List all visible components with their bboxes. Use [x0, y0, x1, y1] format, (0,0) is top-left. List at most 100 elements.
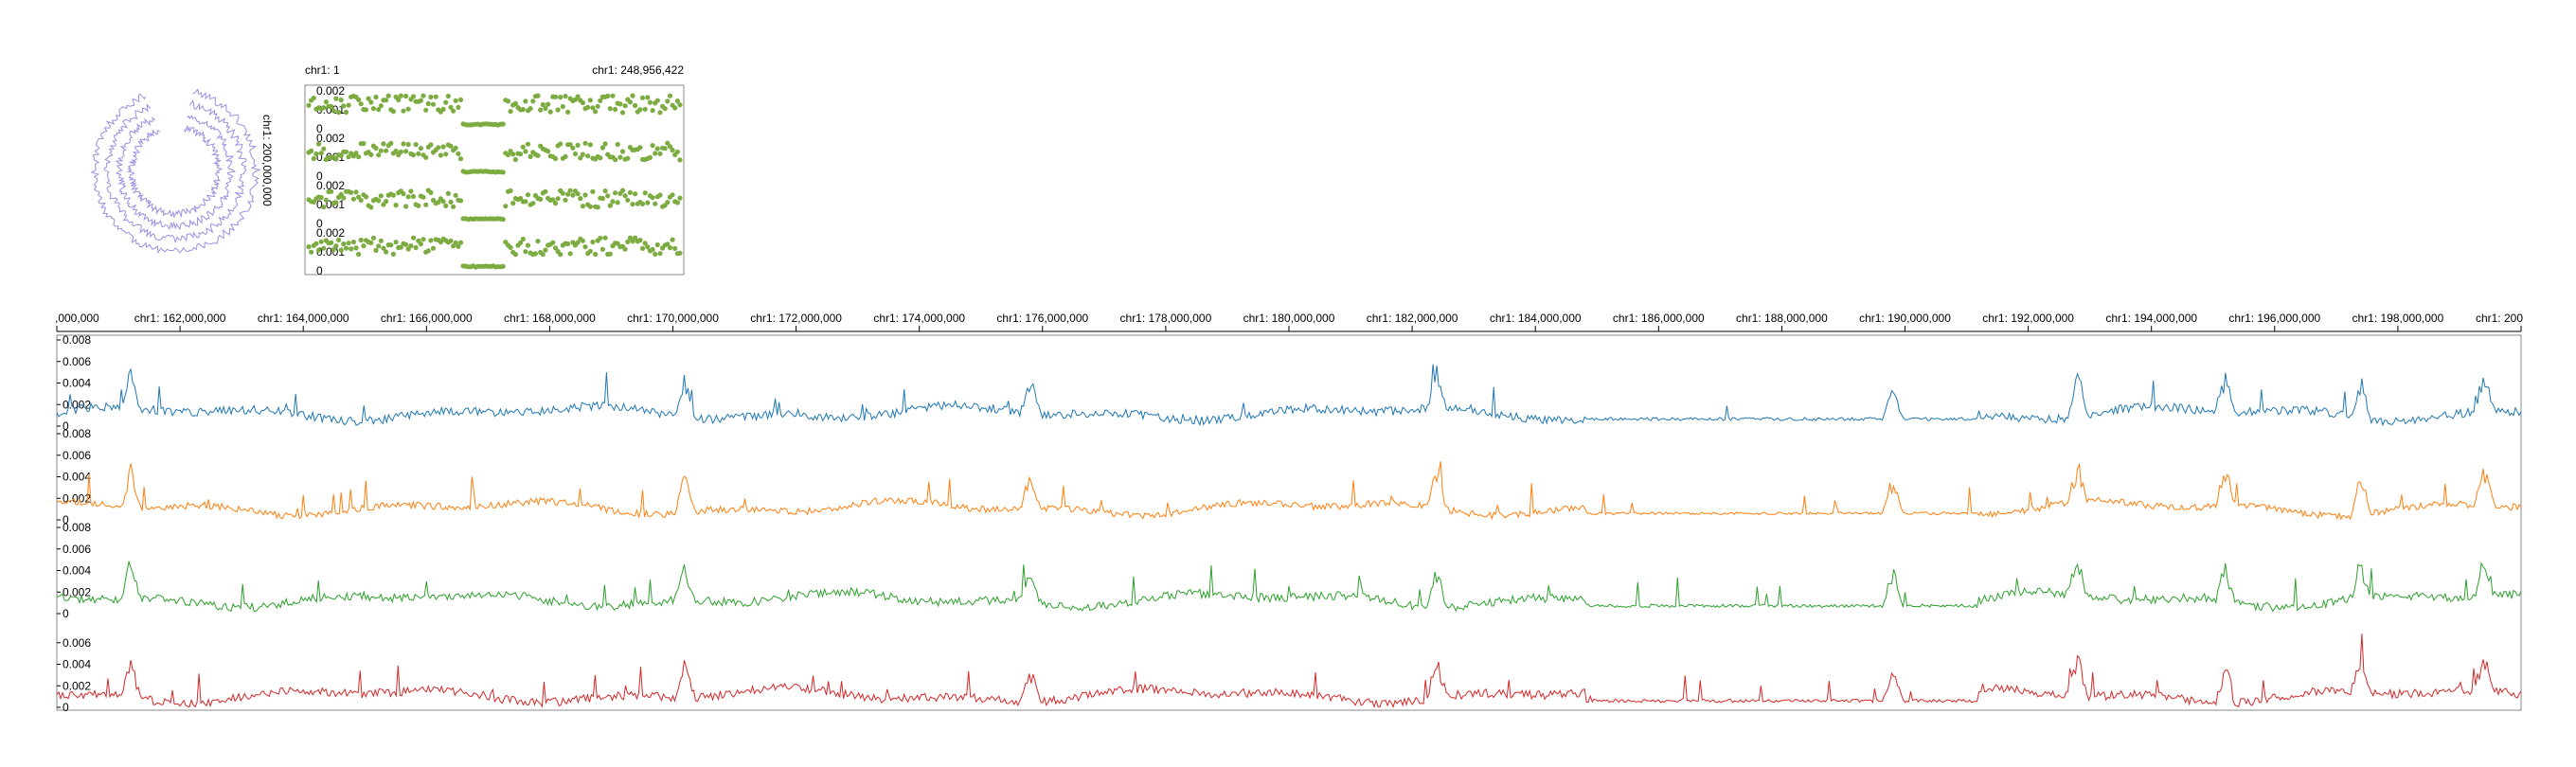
- overview-point: [565, 191, 571, 197]
- overview-point: [448, 238, 454, 243]
- overview-point: [567, 251, 573, 257]
- overview-point: [321, 146, 327, 152]
- overview-point: [575, 94, 581, 99]
- overview-point: [525, 192, 531, 198]
- overview-point: [523, 199, 528, 205]
- overview-point: [393, 240, 399, 245]
- overview-point: [613, 106, 618, 113]
- circular-position-label: chr1: 200,000,000: [260, 115, 274, 206]
- region-detail[interactable]: ,000,000 chr1: 162,000,000 chr1: 164,000,0…: [55, 312, 2523, 714]
- detail-xtick-label: chr1: 188,000,000: [1736, 312, 1828, 325]
- overview-point: [418, 241, 423, 247]
- overview-point: [520, 107, 526, 113]
- overview-point: [585, 153, 591, 159]
- circular-ring: [90, 88, 261, 255]
- detail-ytick-label: 0.002: [63, 585, 91, 598]
- overview-point: [552, 155, 559, 162]
- overview-point: [657, 251, 663, 257]
- detail-ytick-label: 0.004: [63, 564, 91, 578]
- overview-point: [378, 193, 384, 199]
- overview-point: [615, 141, 620, 148]
- overview-point: [423, 202, 429, 207]
- overview-point: [333, 243, 339, 249]
- overview-point: [647, 154, 653, 160]
- detail-xtick-label: chr1: 194,000,000: [2105, 312, 2197, 325]
- overview-point: [630, 239, 635, 244]
- overview-point: [665, 98, 671, 104]
- overview-point: [413, 244, 419, 251]
- overview-point: [321, 105, 327, 111]
- detail-xtick-label: chr1: 176,000,000: [996, 312, 1088, 325]
- detail-xtick-label: chr1: 166,000,000: [381, 312, 473, 325]
- overview-point: [538, 107, 544, 113]
- overview-point: [436, 200, 441, 205]
- overview-point: [546, 149, 551, 154]
- overview-point: [625, 239, 631, 244]
- overview-point: [540, 252, 546, 258]
- overview-point: [500, 217, 506, 223]
- overview-point: [321, 245, 327, 251]
- overview-point: [343, 245, 349, 251]
- overview-point: [610, 199, 616, 205]
- overview-point: [543, 247, 548, 253]
- overview-point: [563, 94, 568, 99]
- overview-point: [555, 107, 561, 113]
- overview-point: [627, 99, 634, 105]
- overview-point: [667, 93, 673, 98]
- overview-point: [642, 241, 648, 246]
- overview-point: [343, 109, 349, 116]
- overview-point: [585, 104, 591, 110]
- overview-point: [346, 154, 351, 160]
- overview-point: [381, 245, 386, 251]
- overview-point: [580, 99, 586, 106]
- overview-point: [453, 240, 458, 245]
- overview-point: [384, 98, 389, 103]
- detail-frame: [56, 334, 2522, 711]
- overview-point: [313, 241, 319, 246]
- overview-point: [376, 107, 382, 113]
- overview-frame: [304, 84, 685, 276]
- overview-point: [654, 241, 660, 248]
- overview-point: [356, 154, 362, 160]
- overview-point: [512, 252, 519, 258]
- overview-point: [318, 239, 324, 244]
- overview-point: [552, 245, 559, 251]
- overview-point: [368, 99, 374, 105]
- overview-point: [410, 235, 417, 241]
- overview-point: [523, 249, 528, 255]
- detail-xtick-label: chr1: 180,000,000: [1243, 312, 1335, 325]
- circular-overview[interactable]: chr1: 200,000,000: [90, 88, 274, 255]
- overview-point: [378, 103, 384, 109]
- detail-ytick-label: 0.002: [63, 679, 91, 692]
- overview-point: [657, 110, 663, 116]
- overview-point: [405, 106, 411, 112]
- overview-point: [607, 203, 613, 208]
- overview-point: [619, 149, 626, 154]
- overview-point: [639, 95, 646, 100]
- overview-point: [390, 251, 396, 257]
- overview-point: [619, 187, 626, 193]
- overview-left-label: chr1: 1: [305, 63, 340, 77]
- detail-ytick-label: 0.008: [63, 521, 91, 534]
- overview-point: [653, 151, 658, 156]
- overview-point: [420, 93, 426, 98]
- overview-point: [598, 235, 603, 241]
- overview-point: [318, 151, 324, 156]
- overview-point: [633, 191, 638, 197]
- overview-point: [523, 149, 528, 154]
- overview-point: [416, 151, 421, 156]
- overview-point: [331, 246, 336, 252]
- overview-point: [313, 151, 319, 157]
- overview-point: [329, 240, 334, 245]
- overview-point: [329, 103, 334, 110]
- genome-overview[interactable]: chr1: 1 chr1: 248,956,422 00.0010.00200.…: [304, 63, 685, 277]
- overview-point: [550, 197, 556, 203]
- overview-point: [448, 143, 454, 149]
- overview-point: [672, 245, 678, 251]
- detail-ytick-label: 0.004: [63, 471, 91, 484]
- detail-ytick-label: 0.002: [63, 491, 91, 505]
- overview-point: [456, 243, 461, 249]
- overview-point: [619, 110, 626, 116]
- circular-ring: [115, 115, 236, 231]
